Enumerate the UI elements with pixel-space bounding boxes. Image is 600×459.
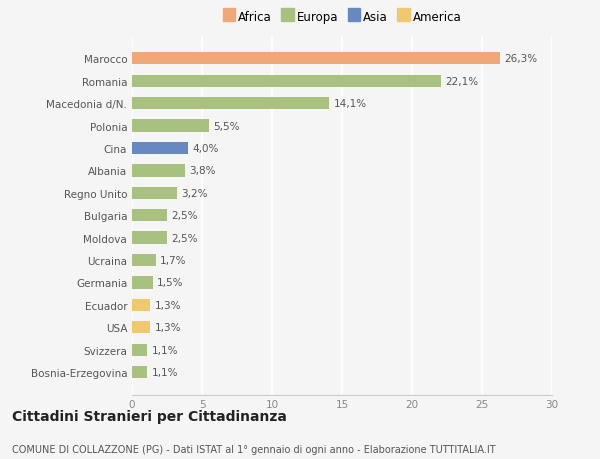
Text: 14,1%: 14,1% <box>334 99 367 109</box>
Text: 2,5%: 2,5% <box>171 233 198 243</box>
Text: Cittadini Stranieri per Cittadinanza: Cittadini Stranieri per Cittadinanza <box>12 409 287 423</box>
Bar <box>132 75 442 88</box>
Bar <box>132 210 167 222</box>
Legend: Africa, Europa, Asia, America: Africa, Europa, Asia, America <box>223 11 461 24</box>
Bar <box>132 254 156 267</box>
Bar <box>132 142 188 155</box>
Text: 3,8%: 3,8% <box>190 166 216 176</box>
Bar <box>132 277 153 289</box>
Bar <box>132 98 329 110</box>
Text: 22,1%: 22,1% <box>446 77 479 86</box>
Text: 1,7%: 1,7% <box>160 256 187 265</box>
Bar <box>132 187 177 200</box>
Bar <box>132 321 150 334</box>
Bar <box>132 299 150 311</box>
Bar <box>132 232 167 244</box>
Text: 3,2%: 3,2% <box>181 188 208 198</box>
Text: 4,0%: 4,0% <box>192 144 218 154</box>
Text: 1,5%: 1,5% <box>157 278 184 288</box>
Bar <box>132 120 209 132</box>
Bar <box>132 53 500 65</box>
Text: 1,3%: 1,3% <box>154 300 181 310</box>
Text: 1,1%: 1,1% <box>152 345 178 355</box>
Bar <box>132 165 185 177</box>
Text: 5,5%: 5,5% <box>213 121 240 131</box>
Text: 1,3%: 1,3% <box>154 323 181 333</box>
Text: COMUNE DI COLLAZZONE (PG) - Dati ISTAT al 1° gennaio di ogni anno - Elaborazione: COMUNE DI COLLAZZONE (PG) - Dati ISTAT a… <box>12 444 496 454</box>
Bar <box>132 344 148 356</box>
Bar <box>132 366 148 379</box>
Text: 26,3%: 26,3% <box>505 54 538 64</box>
Text: 2,5%: 2,5% <box>171 211 198 221</box>
Text: 1,1%: 1,1% <box>152 367 178 377</box>
